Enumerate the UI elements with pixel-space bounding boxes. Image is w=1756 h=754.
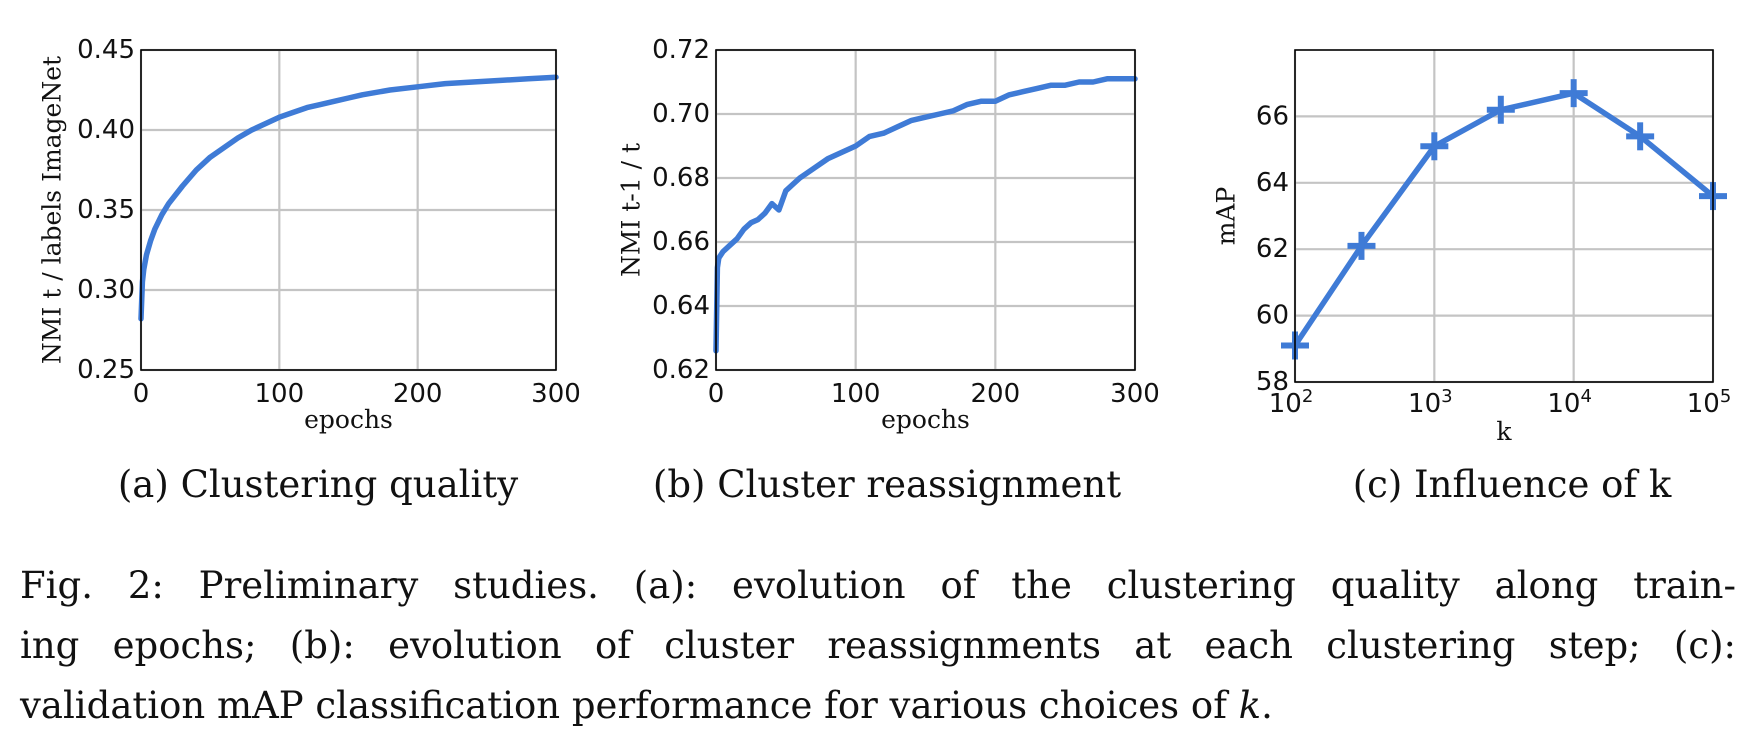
y-tick-label: 0.45	[77, 35, 135, 65]
tick-exponent: 5	[1720, 386, 1731, 407]
y-tick-label: 60	[1256, 301, 1289, 331]
y-tick-label: 0.62	[652, 355, 710, 385]
y-tick-label: 64	[1256, 168, 1289, 198]
x-axis-label: epochs	[304, 405, 393, 434]
figure-panels: 0.250.300.350.400.450 100 200 300epochsNMI …	[38, 35, 1732, 506]
series-line	[1292, 90, 1716, 349]
y-tick-label: 58	[1256, 367, 1289, 397]
caption-line-2: ing epochs; (b): evolution of cluster re…	[20, 624, 1736, 667]
tick-base: 10	[1269, 389, 1302, 419]
data-point-marker	[1486, 95, 1515, 124]
caption-math-k: k	[1238, 684, 1262, 727]
data-point-marker	[1347, 231, 1376, 260]
x-tick-label: 103	[1408, 386, 1453, 419]
y-tick-label: 0.35	[77, 195, 135, 225]
tick-base: 10	[1547, 389, 1580, 419]
series-line	[713, 76, 1138, 354]
x-tick-label: 102	[1269, 386, 1314, 419]
data-point-marker	[1420, 132, 1449, 161]
y-tick-label: 0.68	[652, 163, 710, 193]
y-tick-label: 0.30	[77, 275, 135, 305]
y-tick-label: 0.72	[652, 35, 710, 65]
y-axis-label: NMI t / labels ImageNet	[38, 56, 67, 364]
x-tick-label: 300	[1110, 379, 1160, 409]
tick-base: 10	[1687, 389, 1720, 419]
y-tick-label: 66	[1256, 101, 1289, 131]
x-tick-label: 300	[531, 379, 581, 409]
plot-frame	[1294, 49, 1714, 383]
data-point-marker	[1559, 79, 1588, 108]
y-tick-label: 62	[1256, 234, 1289, 264]
caption-line-3: validation mAP classification performanc…	[20, 676, 1736, 736]
y-tick-label: 0.64	[652, 291, 710, 321]
chart-panel-1: 0.25 0.30 0.35 0.40 0.45 0 100 200 300 epochs NMI …	[38, 35, 581, 506]
caption-line-3-end: .	[1261, 684, 1273, 727]
y-tick-label: 0.70	[652, 99, 710, 129]
x-axis-label: k	[1496, 417, 1512, 446]
y-axis-label: NMI t-1 / t	[617, 143, 646, 277]
subcaption: (a) Clustering quality	[118, 463, 518, 506]
x-tick-label: 104	[1547, 386, 1592, 419]
subcaption: (b) Cluster reassignment	[653, 463, 1121, 506]
plot-frame	[140, 49, 557, 371]
data-point-marker	[1626, 122, 1655, 151]
y-axis-label: mAP	[1212, 187, 1241, 246]
x-tick-label: 100	[831, 379, 881, 409]
tick-exponent: 3	[1441, 386, 1452, 407]
chart-panel-2: 0.62 0.64 0.66 0.68 0.70 0.72 0 100 200 300 epochs…	[617, 35, 1160, 506]
plot-frame	[715, 49, 1136, 371]
y-tick-label: 0.25	[77, 355, 135, 385]
caption-line-3-text: validation mAP classification performanc…	[20, 684, 1239, 727]
tick-exponent: 4	[1580, 386, 1591, 407]
caption-line-1: Fig. 2: Preliminary studies. (a): evolut…	[20, 564, 1736, 607]
x-axis-label: epochs	[881, 405, 970, 434]
tick-exponent: 2	[1302, 386, 1313, 407]
figure-caption: Fig. 2: Preliminary studies. (a): evolut…	[20, 556, 1736, 736]
series-line	[138, 74, 559, 322]
y-tick-label: 0.40	[77, 115, 135, 145]
x-tick-label: 105	[1687, 386, 1732, 419]
x-tick-label: 100	[255, 379, 305, 409]
y-tick-label: 0.66	[652, 227, 710, 257]
x-tick-label: 200	[971, 379, 1021, 409]
x-tick-label: 0	[133, 379, 150, 409]
x-tick-label: 0	[708, 379, 725, 409]
subcaption: (c) Influence of k	[1353, 463, 1672, 506]
tick-base: 10	[1408, 389, 1441, 419]
x-tick-label: 200	[393, 379, 443, 409]
